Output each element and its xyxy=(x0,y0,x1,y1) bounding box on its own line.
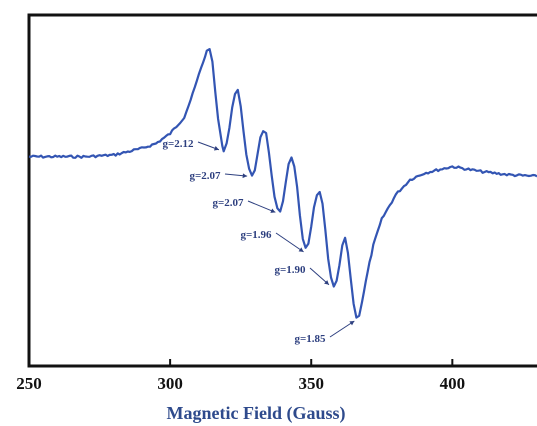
x-tick-label: 300 xyxy=(157,374,183,393)
x-axis-ticks: 250 300 350 400 xyxy=(16,359,465,393)
x-axis-title: Magnetic Field (Gauss) xyxy=(167,403,346,424)
g-value-label: g=2.12 xyxy=(162,138,194,150)
g-value-label: g=2.07 xyxy=(212,197,244,209)
annotation-arrowhead xyxy=(324,280,329,285)
g-value-label: g=1.85 xyxy=(294,333,326,345)
annotation-arrowhead xyxy=(213,146,219,151)
annotation-arrowhead xyxy=(298,247,304,252)
x-tick-label: 350 xyxy=(298,374,324,393)
g-value-label: g=2.07 xyxy=(189,170,221,182)
x-tick-label: 400 xyxy=(440,374,466,393)
g-value-annotations: g=2.12 g=2.07 g=2.07 g=1.96 g=1.90 g=1.85 xyxy=(162,138,355,345)
x-tick-label: 250 xyxy=(16,374,42,393)
annotation-arrow xyxy=(247,200,276,213)
plot-frame xyxy=(27,13,537,368)
annotation-arrowhead xyxy=(270,208,276,213)
annotation-arrowhead xyxy=(242,173,248,179)
annotation-arrow xyxy=(329,320,355,338)
annotation-arrow xyxy=(275,232,304,253)
annotation-arrowhead xyxy=(349,321,355,326)
g-value-label: g=1.90 xyxy=(274,264,306,276)
g-value-label: g=1.96 xyxy=(240,229,272,241)
epr-spectrum-line xyxy=(28,48,537,319)
